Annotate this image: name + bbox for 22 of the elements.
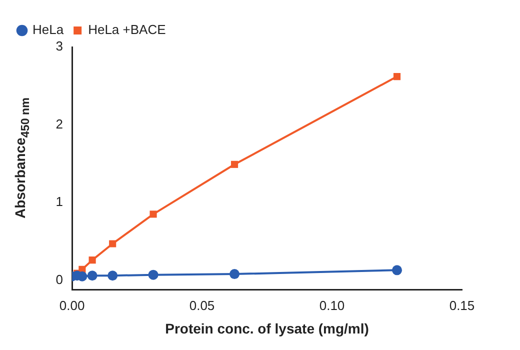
x-tick-label: 0.05 xyxy=(189,298,215,313)
x-tick-label: 0.00 xyxy=(59,298,85,313)
legend-label: HeLa xyxy=(32,22,64,38)
point xyxy=(148,270,158,280)
point xyxy=(230,160,238,168)
point xyxy=(87,270,98,281)
y-tick-label: 0 xyxy=(56,272,64,287)
point xyxy=(109,240,116,248)
point xyxy=(77,271,88,282)
point xyxy=(88,256,96,264)
legend-label: HeLa +BACE xyxy=(88,22,166,38)
y-tick-label: 1 xyxy=(56,194,64,210)
point xyxy=(108,270,118,281)
point xyxy=(150,210,157,218)
point xyxy=(230,269,240,280)
point xyxy=(393,73,401,80)
x-tick-label: 0.15 xyxy=(449,298,475,313)
y-tick-label: 2 xyxy=(56,116,64,132)
x-tick-label: 0.10 xyxy=(319,298,345,313)
x-axis-title: Protein conc. of lysate (mg/ml) xyxy=(165,320,369,336)
y-tick-label: 3 xyxy=(56,38,64,54)
point xyxy=(392,265,402,276)
